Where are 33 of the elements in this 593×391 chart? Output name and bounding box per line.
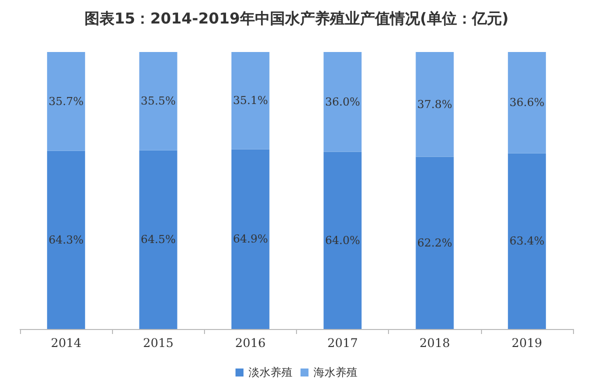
x-tick-label: 2015 xyxy=(142,336,174,350)
x-tick-label: 2019 xyxy=(512,336,542,350)
data-label: 35.7% xyxy=(48,94,84,108)
bar xyxy=(231,52,270,150)
x-tick-label: 2017 xyxy=(327,336,358,350)
data-label: 36.0% xyxy=(325,95,360,108)
bar xyxy=(47,52,86,151)
x-tick-label: 2018 xyxy=(419,336,450,350)
bar xyxy=(324,152,362,329)
legend-label: 淡水养殖 xyxy=(248,366,292,379)
bar xyxy=(416,52,454,157)
data-label: 64.9% xyxy=(232,232,268,246)
bar xyxy=(47,150,86,329)
data-label: 37.8% xyxy=(417,98,452,111)
x-tick-label: 2014 xyxy=(50,336,82,350)
data-label: 64.3% xyxy=(48,233,84,246)
bar xyxy=(508,153,546,329)
data-label: 36.6% xyxy=(509,96,544,110)
bar xyxy=(139,150,178,329)
data-label: 64.5% xyxy=(140,233,176,246)
legend-label: 海水养殖 xyxy=(314,366,358,379)
bar xyxy=(231,149,270,329)
x-tick-label: 2016 xyxy=(235,336,266,350)
bar xyxy=(508,52,546,154)
chart-title: 图表15：2014-2019年中国水产养殖业产值情况(单位：亿元) xyxy=(84,10,509,28)
data-label: 64.0% xyxy=(325,234,360,247)
data-label: 35.1% xyxy=(232,94,268,108)
data-label: 62.2% xyxy=(417,236,452,250)
data-label: 35.5% xyxy=(140,94,176,108)
bar xyxy=(416,156,454,329)
data-label: 63.4% xyxy=(509,234,544,248)
bar xyxy=(324,52,362,152)
bar xyxy=(139,52,178,150)
